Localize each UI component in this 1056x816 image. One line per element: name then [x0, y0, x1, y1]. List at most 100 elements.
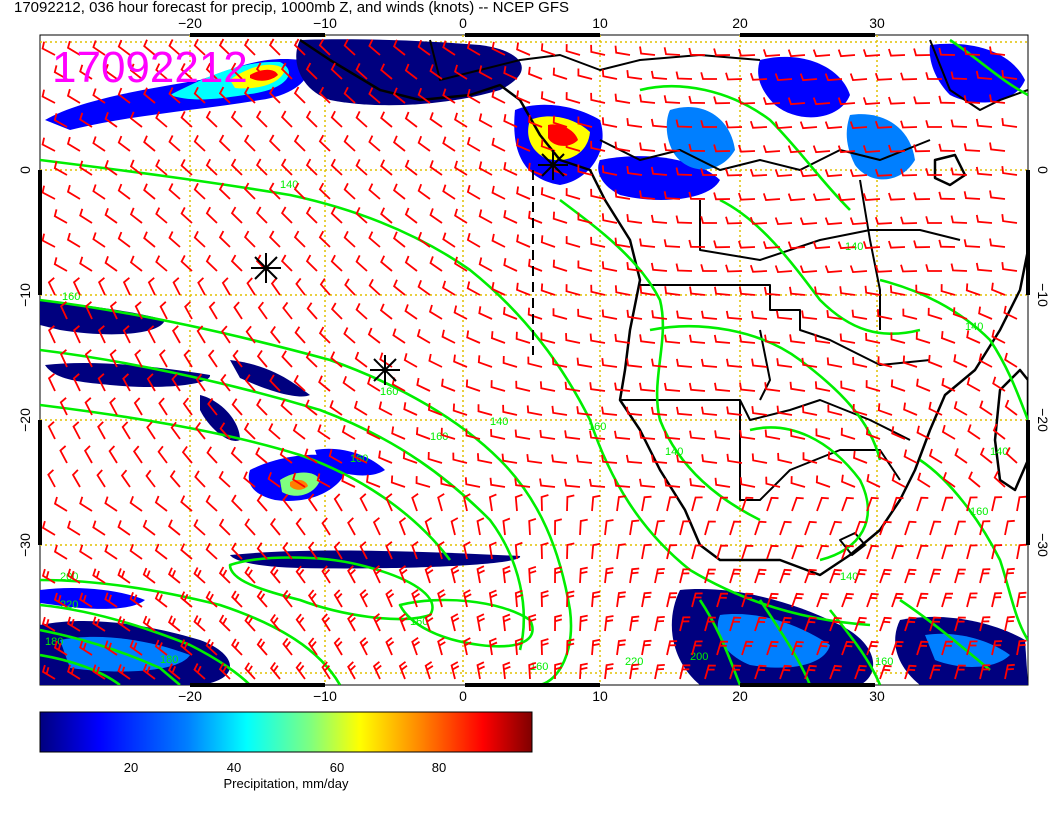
wind-barb — [343, 327, 356, 344]
wind-barb — [1005, 446, 1018, 464]
wind-barb — [398, 613, 408, 632]
wind-barb — [849, 217, 868, 226]
wind-barb — [359, 589, 369, 608]
wind-barb — [774, 217, 793, 226]
wind-barb — [716, 592, 729, 608]
wind-barb — [762, 97, 781, 105]
wind-barb — [725, 168, 743, 177]
wind-barb — [221, 325, 231, 344]
wind-barb — [527, 307, 543, 320]
wind-barb — [169, 470, 181, 488]
wind-barb — [902, 355, 918, 368]
wind-barb — [491, 41, 506, 56]
wind-barb — [626, 261, 643, 272]
wind-barb — [269, 565, 281, 584]
wind-barb — [218, 134, 231, 152]
wind-barb — [427, 451, 443, 464]
wind-barb — [256, 542, 268, 560]
wind-barb — [666, 592, 678, 608]
wind-barb — [650, 166, 668, 176]
wind-barb — [801, 310, 818, 320]
wind-barb — [528, 114, 543, 128]
wind-barb — [466, 136, 481, 152]
wind-barb — [478, 257, 493, 272]
wind-barb — [991, 544, 1003, 560]
wind-barb — [679, 520, 691, 536]
wind-barb — [629, 519, 640, 536]
wind-barb — [766, 640, 779, 656]
wind-barb — [343, 86, 356, 104]
wind-barb — [233, 301, 243, 320]
wind-barb — [839, 333, 856, 344]
wind-barb — [616, 543, 626, 560]
wind-barb — [218, 470, 231, 488]
wind-barb — [799, 121, 818, 130]
lat-tick-label: −30 — [17, 533, 33, 557]
wind-barb — [866, 544, 879, 560]
wind-barb — [774, 73, 793, 82]
wind-barb — [92, 616, 106, 632]
wind-barb — [890, 379, 906, 392]
wind-barb — [244, 662, 256, 680]
wind-barb — [442, 88, 456, 104]
wind-barb — [993, 470, 1006, 488]
wind-barb — [476, 517, 485, 536]
wind-barb — [762, 241, 781, 249]
wind-barb — [129, 639, 143, 656]
wind-barb — [739, 477, 756, 488]
wind-barb — [280, 206, 293, 224]
wind-barb — [231, 542, 243, 560]
wind-barb — [891, 496, 904, 512]
wind-barb — [688, 95, 706, 104]
precip-blob — [548, 124, 578, 146]
wind-barb — [904, 616, 917, 632]
contour-label: 160 — [410, 616, 428, 628]
wind-barb — [244, 518, 256, 536]
wind-barb — [330, 254, 343, 272]
colorbar: 20 40 60 80 Precipitation, mm/day — [39, 711, 533, 791]
wind-barb — [256, 398, 268, 416]
wind-barb — [815, 428, 831, 440]
wind-barb — [117, 520, 131, 536]
wind-barb — [437, 589, 446, 608]
wind-barb — [293, 374, 306, 392]
wind-barb — [429, 64, 443, 80]
wind-barb — [941, 544, 954, 560]
wind-barb — [181, 445, 193, 464]
wind-barb — [440, 427, 456, 440]
wind-barb — [839, 286, 856, 296]
wind-barb — [729, 664, 742, 680]
wind-barb — [989, 46, 1006, 56]
wind-barb — [639, 478, 656, 488]
wind-barb — [380, 111, 393, 128]
wind-barb — [877, 356, 893, 368]
wind-barb — [566, 494, 575, 512]
wind-barb — [502, 661, 511, 680]
wind-barb — [766, 592, 779, 608]
wind-barb — [992, 423, 1006, 440]
wind-barb — [244, 566, 256, 584]
wind-barb — [503, 162, 518, 176]
wind-barb — [751, 453, 768, 464]
wind-barb — [305, 254, 318, 272]
wind-barb — [679, 568, 691, 584]
wind-barb — [424, 565, 434, 584]
wind-barb — [503, 258, 518, 272]
wind-barb — [854, 664, 867, 680]
wind-barb — [243, 182, 256, 200]
wind-barb — [415, 427, 431, 440]
wind-barb — [749, 120, 768, 129]
wind-barb — [41, 41, 56, 56]
wind-barb — [1001, 69, 1018, 80]
wind-barb — [577, 212, 593, 224]
wind-barb — [41, 664, 56, 680]
wind-barb — [929, 520, 942, 536]
wind-barb — [749, 72, 768, 81]
wind-barb — [852, 403, 868, 416]
colorbar-tick-label: 80 — [432, 760, 446, 775]
wind-barb — [601, 357, 618, 368]
wind-barb — [454, 160, 468, 176]
wind-barb — [230, 110, 243, 128]
wind-barb — [754, 616, 767, 632]
wind-barb — [741, 544, 754, 560]
